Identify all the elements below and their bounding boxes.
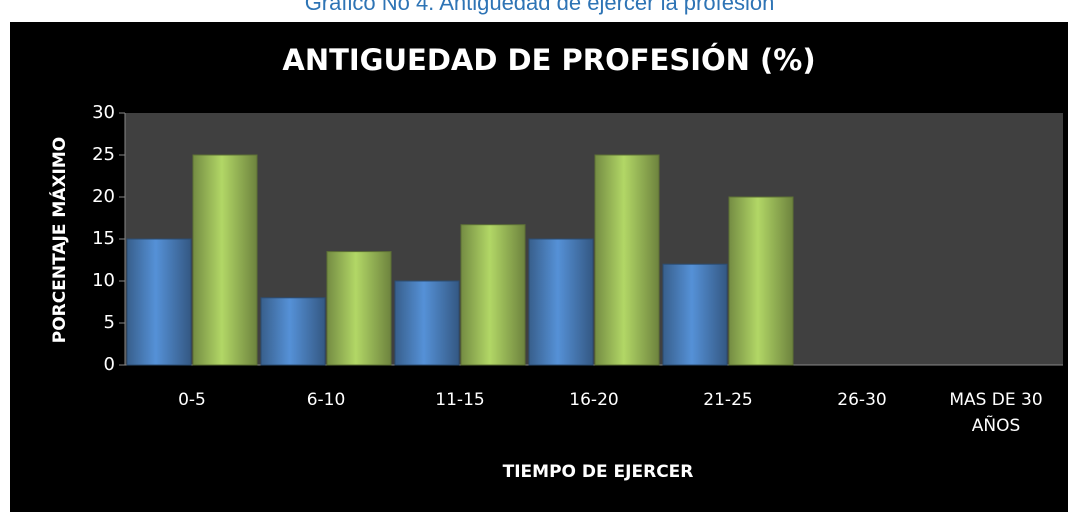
x-tick-label: 16-20 bbox=[569, 390, 619, 410]
chart: ANTIGUEDAD DE PROFESIÓN (%) TIEMPO DE EJ… bbox=[10, 22, 1068, 512]
x-tick-label: 26-30 bbox=[837, 390, 887, 410]
bar bbox=[394, 280, 460, 366]
bar bbox=[460, 224, 526, 366]
y-axis-label: PORCENTAJE MÁXIMO bbox=[48, 137, 70, 343]
bar bbox=[326, 251, 392, 366]
y-tick-label: 20 bbox=[92, 186, 115, 207]
bar bbox=[126, 238, 192, 366]
x-axis-label: TIEMPO DE EJERCER bbox=[503, 462, 694, 482]
chart-title: ANTIGUEDAD DE PROFESIÓN (%) bbox=[282, 43, 815, 77]
x-tick-label: 6-10 bbox=[306, 390, 346, 410]
bar bbox=[528, 238, 594, 366]
y-tick-label: 0 bbox=[104, 354, 115, 375]
x-tick-label: 11-15 bbox=[435, 390, 485, 410]
y-tick-label: 15 bbox=[92, 228, 115, 249]
y-tick-label: 10 bbox=[92, 270, 115, 291]
caption: Gráfico No 4. Antigüedad de ejercer la p… bbox=[304, 0, 775, 15]
bar bbox=[662, 263, 728, 366]
x-tick-label: 21-25 bbox=[703, 390, 753, 410]
bar bbox=[728, 196, 794, 366]
y-tick-label: 5 bbox=[104, 312, 115, 333]
bar bbox=[192, 154, 258, 366]
chart-frame: ANTIGUEDAD DE PROFESIÓN (%) TIEMPO DE EJ… bbox=[10, 22, 1068, 517]
y-tick-label: 25 bbox=[92, 144, 115, 165]
bar bbox=[594, 154, 660, 366]
y-tick-label: 30 bbox=[92, 102, 115, 123]
x-tick-label: 0-5 bbox=[178, 390, 206, 410]
bar bbox=[260, 297, 326, 366]
x-tick-label: MAS DE 30 AÑOS bbox=[949, 390, 1043, 436]
